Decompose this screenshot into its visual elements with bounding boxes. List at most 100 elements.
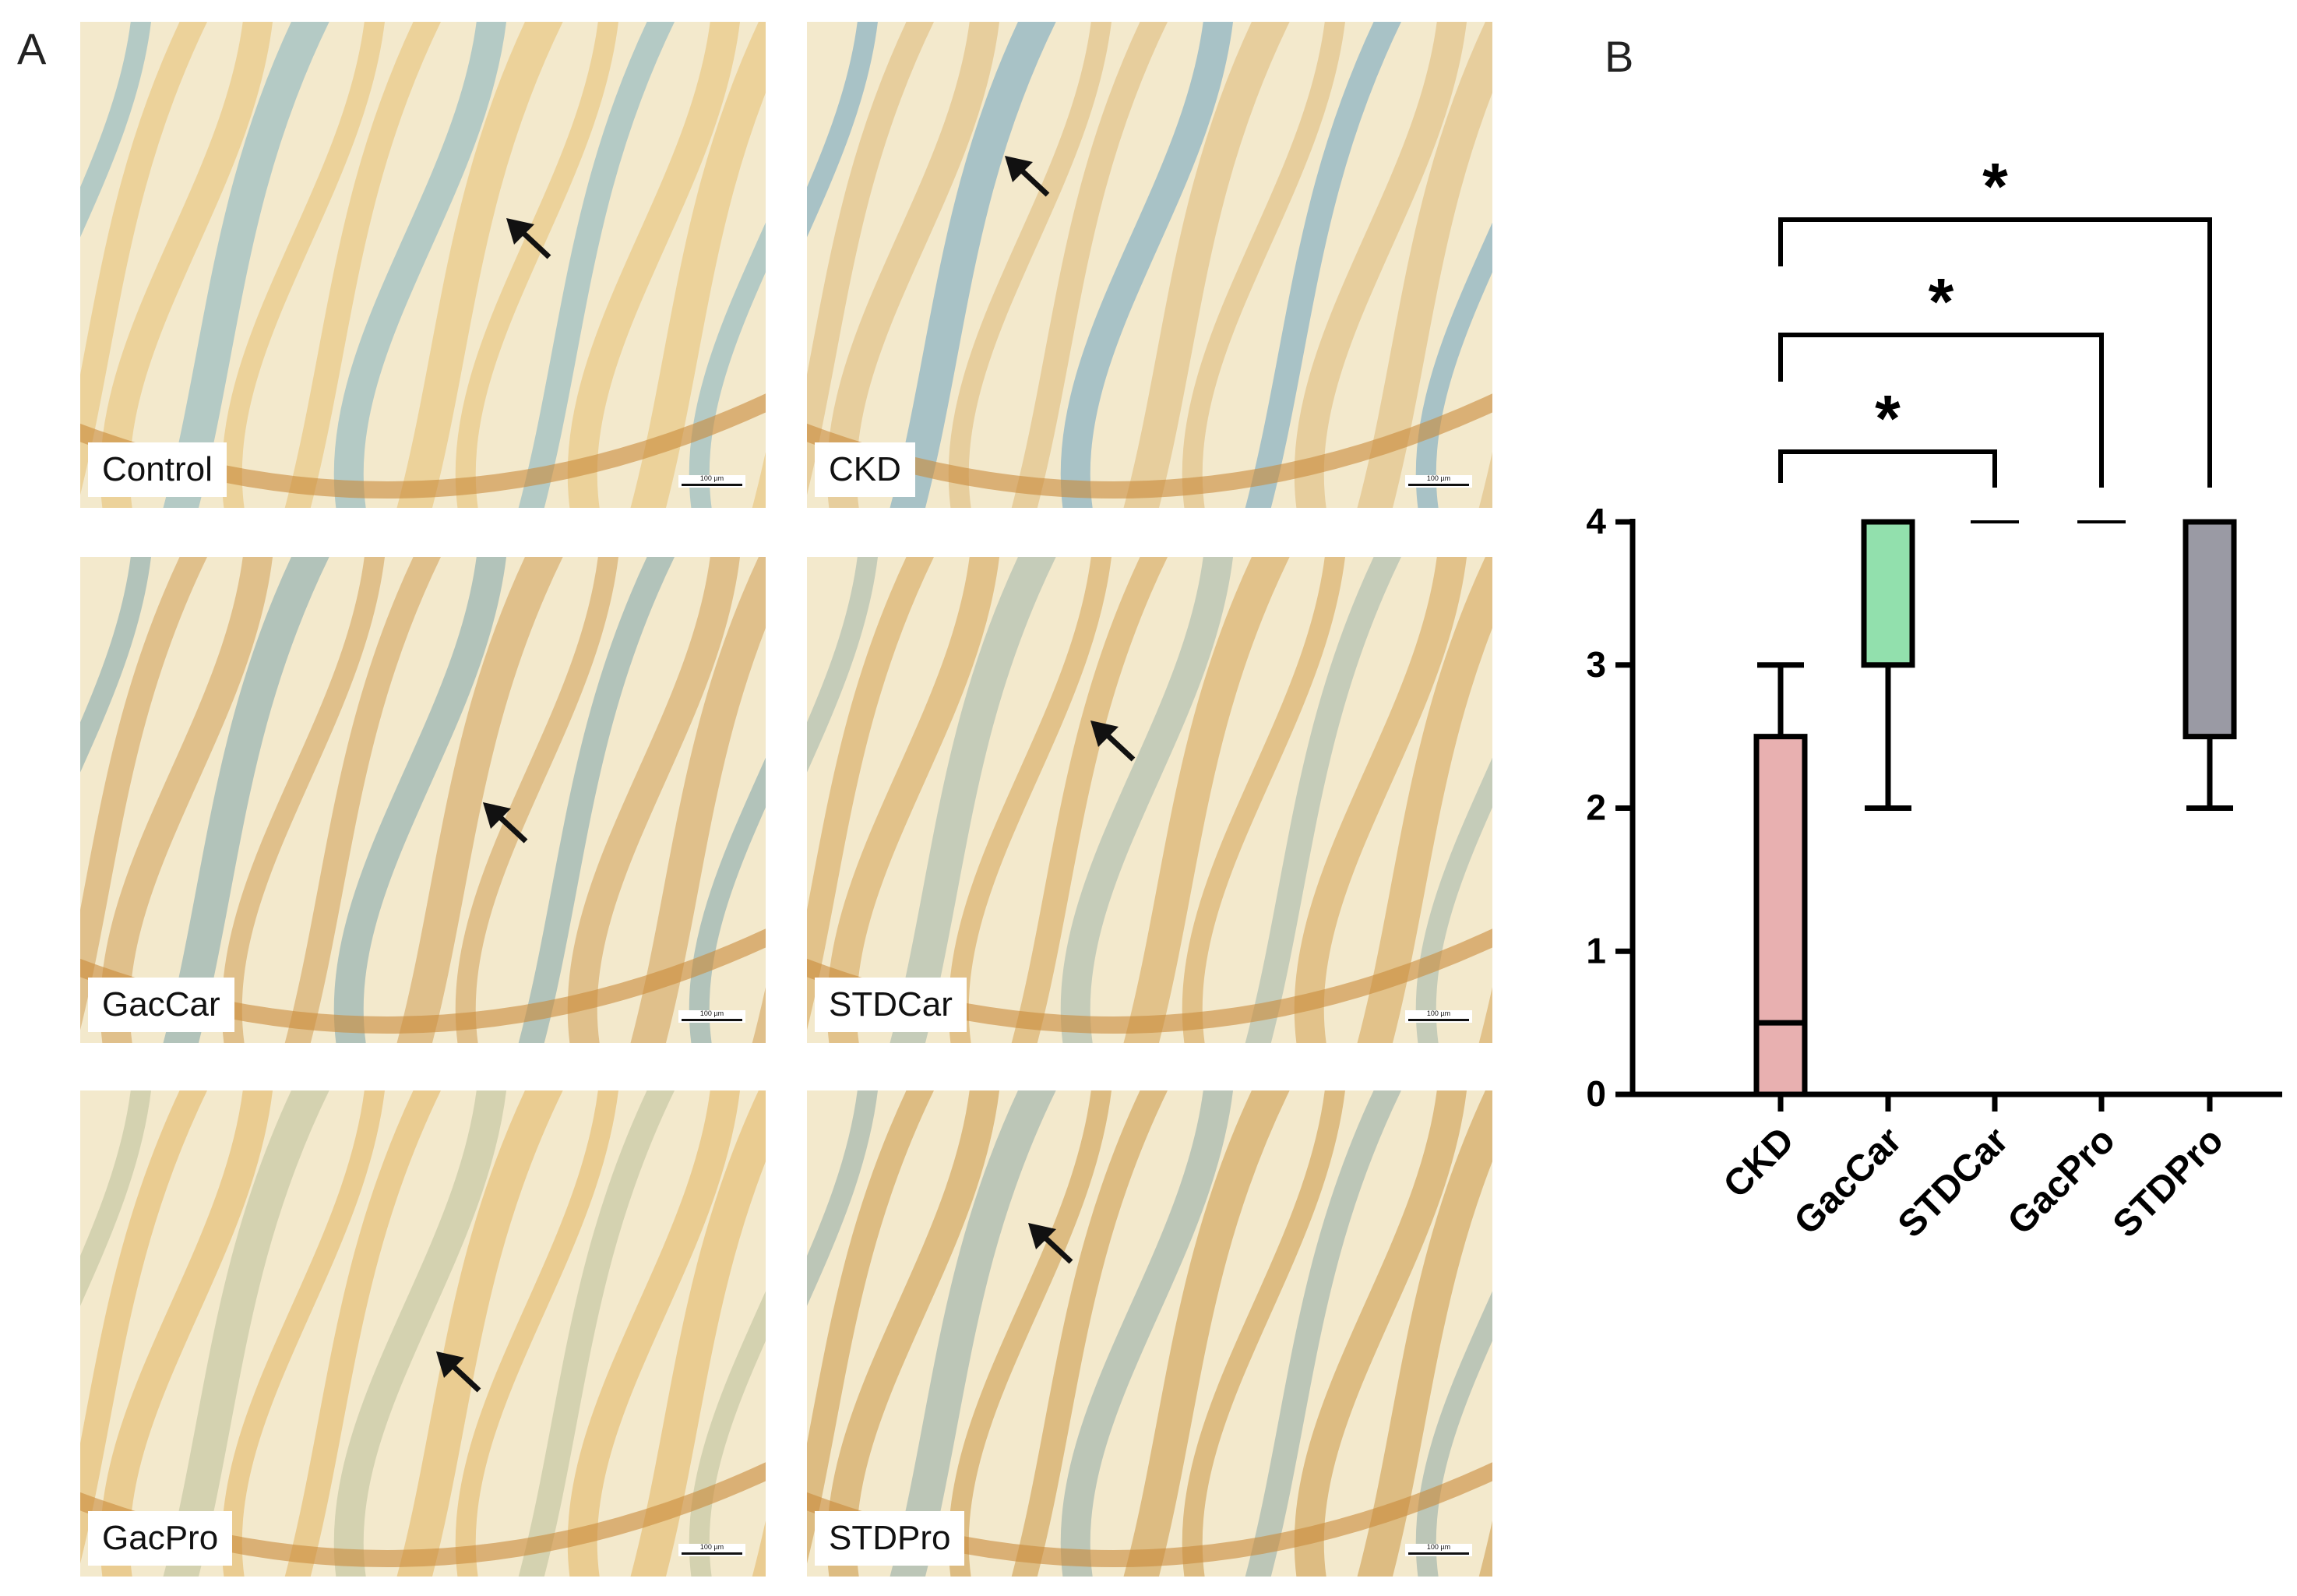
x-tick-label: STDCar	[1890, 1119, 2017, 1245]
scale-bar-label: 100 µm	[699, 1009, 724, 1017]
villus-band	[396, 1090, 563, 1577]
villus-band	[1060, 22, 1233, 508]
y-tick-label: 4	[1586, 501, 1606, 541]
villus-band	[1011, 557, 1168, 1043]
villus-band	[518, 22, 675, 508]
micrograph-ckd: 100 µm CKD	[807, 22, 1492, 508]
villus-band	[948, 22, 1112, 508]
villus-band	[221, 1090, 385, 1577]
x-tick-label: GacPro	[2000, 1119, 2123, 1242]
pointer-arrow-icon	[506, 218, 534, 245]
pointer-arrow-icon	[1005, 156, 1033, 182]
villus-band	[284, 22, 442, 508]
villus-band	[284, 1090, 442, 1577]
scale-bar-label: 100 µm	[1426, 474, 1451, 482]
villus-band	[80, 1090, 208, 1564]
pointer-arrow-icon	[483, 802, 511, 829]
micrograph-image	[80, 1090, 766, 1577]
villus-band	[80, 557, 151, 773]
villus-band	[689, 222, 766, 508]
villus-band	[1011, 1090, 1168, 1577]
scale-bar-label: 100 µm	[1426, 1543, 1451, 1551]
villus-band	[1060, 1090, 1233, 1577]
micrograph-image	[807, 1090, 1492, 1577]
scale-bar-line	[1408, 484, 1469, 486]
villus-band	[567, 22, 740, 508]
villus-band	[1415, 222, 1492, 508]
villus-band	[1245, 22, 1402, 508]
villus-band	[333, 557, 506, 1043]
villus-band	[1123, 557, 1290, 1043]
scale-bar: 100 µm	[678, 474, 745, 488]
villus-band	[455, 22, 618, 508]
scale-bar-label: 100 µm	[699, 474, 724, 482]
villus-band	[689, 757, 766, 1043]
villus-band	[284, 557, 442, 1043]
micrograph-control: 100 µm Control	[80, 22, 766, 508]
micrograph-stdpro: 100 µm STDPro	[807, 1090, 1492, 1577]
villus-band	[807, 1090, 935, 1564]
scale-bar: 100 µm	[1405, 474, 1472, 488]
scale-bar-line	[682, 1019, 742, 1021]
villus-band	[1182, 22, 1345, 508]
villus-band	[221, 22, 385, 508]
significance-star: *	[1929, 265, 1954, 338]
villus-band	[807, 22, 935, 495]
villus-band	[890, 22, 1056, 508]
villus-band	[80, 557, 208, 1031]
villus-band	[1415, 1291, 1492, 1577]
villus-band	[807, 557, 878, 773]
villus-band	[1245, 1090, 1402, 1577]
villus-band	[1182, 557, 1345, 1043]
y-tick-label: 2	[1586, 787, 1606, 828]
y-tick-label: 0	[1586, 1073, 1606, 1114]
pointer-arrow-icon	[436, 1351, 464, 1378]
villus-band	[1060, 557, 1233, 1043]
pointer-arrow-icon	[1090, 720, 1119, 747]
panel-a-letter: A	[17, 24, 47, 73]
villus-band	[80, 22, 151, 238]
micrograph-image	[80, 557, 766, 1043]
scale-bar-line	[682, 1552, 742, 1555]
significance-bracket	[1778, 217, 2212, 488]
micrograph-gacpro: 100 µm GacPro	[80, 1090, 766, 1577]
scale-bar-label: 100 µm	[699, 1543, 724, 1551]
y-tick-label: 1	[1586, 930, 1606, 971]
micrograph-label: CKD	[815, 442, 915, 497]
significance-bracket	[1778, 333, 2104, 488]
villus-band	[1011, 22, 1168, 508]
micrograph-stdcar: 100 µm STDCar	[807, 557, 1492, 1043]
villus-band	[807, 1090, 878, 1306]
box-ckd	[1753, 734, 1808, 1097]
box-gaccar	[1861, 519, 1915, 668]
villus-band	[1294, 22, 1467, 508]
micrograph-image	[80, 22, 766, 508]
scale-bar: 100 µm	[678, 1543, 745, 1556]
villus-band	[689, 1291, 766, 1577]
micrograph-label: GacPro	[88, 1511, 233, 1566]
villus-band	[807, 557, 935, 1031]
villus-band	[1294, 557, 1467, 1043]
scale-bar-line	[682, 484, 742, 486]
villus-band	[455, 1090, 618, 1577]
scale-bar-line	[1408, 1019, 1469, 1021]
scale-bar: 100 µm	[1405, 1009, 1472, 1023]
scale-bar: 100 µm	[678, 1009, 745, 1023]
villus-band	[1415, 757, 1492, 1043]
scale-bar-label: 100 µm	[1426, 1009, 1451, 1017]
y-tick-label: 3	[1586, 644, 1606, 685]
villus-band	[396, 557, 563, 1043]
micrograph-label: Control	[88, 442, 227, 497]
panel-b-letter: B	[1605, 32, 1634, 81]
villus-band	[333, 1090, 506, 1577]
villus-band	[518, 1090, 675, 1577]
villus-band	[1245, 557, 1402, 1043]
x-tick-label: STDPro	[2105, 1119, 2232, 1245]
villus-band	[518, 557, 675, 1043]
x-tick-label: GacCar	[1787, 1119, 1910, 1242]
villus-band	[567, 1090, 740, 1577]
micrograph-label: GacCar	[88, 978, 234, 1032]
villus-band	[1123, 1090, 1290, 1577]
villus-band	[80, 1090, 151, 1306]
significance-bracket	[1778, 449, 1997, 488]
